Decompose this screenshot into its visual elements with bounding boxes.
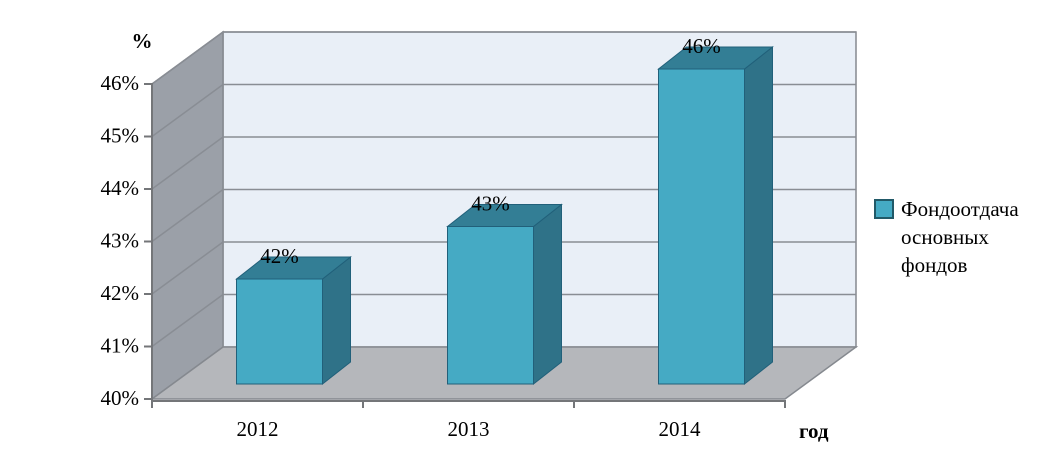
bar-2014: [657, 45, 774, 386]
bar-2012: [235, 255, 352, 386]
legend-entry-label: Фондоотдача основных фондов: [901, 197, 1019, 277]
bar-2013: [446, 203, 563, 386]
legend: Фондоотдача основных фондов: [874, 195, 1034, 279]
y-axis-title: %: [132, 29, 153, 53]
gridline: [151, 136, 856, 190]
x-axis-title: год: [799, 419, 829, 443]
bar-front-face: [447, 226, 534, 385]
bar-front-face: [658, 68, 745, 385]
gridline: [151, 83, 856, 138]
y-axis-tick-label: 45%: [101, 123, 140, 147]
bar-side-face: [744, 45, 773, 386]
data-label: 42%: [260, 244, 299, 268]
legend-marker-icon: [874, 199, 894, 219]
bar-front-face: [236, 278, 323, 385]
y-axis-tick-label: 46%: [101, 71, 140, 95]
gridline: [151, 188, 856, 243]
gridline: [151, 241, 856, 295]
y-axis-tick-label: 40%: [101, 386, 140, 410]
y-axis-tick-label: 44%: [101, 176, 140, 200]
y-axis-tick-label: 41%: [101, 333, 140, 357]
category-label: 2013: [448, 417, 490, 441]
bar-side-face: [533, 203, 562, 386]
gridline: [151, 31, 856, 85]
category-label: 2012: [237, 417, 279, 441]
category-label: 2014: [659, 417, 702, 441]
y-axis-tick-label: 42%: [101, 281, 140, 305]
data-label: 43%: [471, 191, 510, 215]
y-axis-tick-label: 43%: [101, 228, 140, 252]
data-label: 46%: [682, 34, 721, 58]
gridline: [151, 293, 856, 348]
